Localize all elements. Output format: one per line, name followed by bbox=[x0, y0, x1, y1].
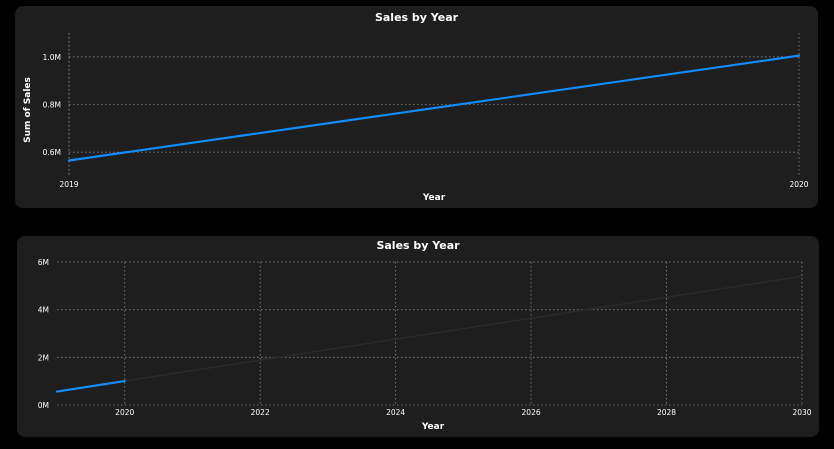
forecast-line bbox=[124, 275, 803, 382]
y-tick-label: 6M bbox=[38, 258, 49, 267]
sales-by-year-chart-2[interactable]: Sales by Year Year 0M 2M 4M 6M 2020 2022 2024… bbox=[17, 236, 819, 437]
chart-1-y-axis-label: Sum of Sales bbox=[23, 77, 33, 143]
chart-1-x-axis-label: Year bbox=[422, 193, 446, 203]
y-tick-label: 0.6M bbox=[43, 148, 61, 157]
chart-2-title: Sales by Year bbox=[376, 239, 460, 252]
chart-2-x-axis-label: Year bbox=[421, 422, 445, 432]
x-tick-label: 2020 bbox=[115, 408, 134, 417]
x-tick-label: 2019 bbox=[59, 180, 78, 189]
y-tick-label: 2M bbox=[38, 353, 49, 362]
y-tick-label: 4M bbox=[38, 306, 49, 315]
chart-1-svg: Sales by Year Sum of Sales Year 0.6M 0.8M… bbox=[23, 11, 809, 203]
sales-by-year-chart-1[interactable]: Sales by Year Sum of Sales Year 0.6M 0.8M… bbox=[15, 6, 818, 208]
x-tick-label: 2026 bbox=[522, 408, 541, 417]
y-tick-label: 0.8M bbox=[43, 101, 61, 110]
x-tick-label: 2030 bbox=[792, 408, 811, 417]
y-tick-label: 1.0M bbox=[43, 53, 61, 62]
x-tick-label: 2028 bbox=[657, 408, 676, 417]
x-tick-label: 2022 bbox=[251, 408, 270, 417]
sales-line bbox=[55, 379, 126, 393]
chart-2-svg: Sales by Year Year 0M 2M 4M 6M 2020 2022 2024… bbox=[38, 239, 812, 432]
y-tick-label: 0M bbox=[38, 401, 49, 410]
sales-line bbox=[67, 54, 801, 162]
chart-1-title: Sales by Year bbox=[375, 11, 459, 24]
x-tick-label: 2024 bbox=[386, 408, 405, 417]
x-tick-label: 2020 bbox=[789, 180, 808, 189]
